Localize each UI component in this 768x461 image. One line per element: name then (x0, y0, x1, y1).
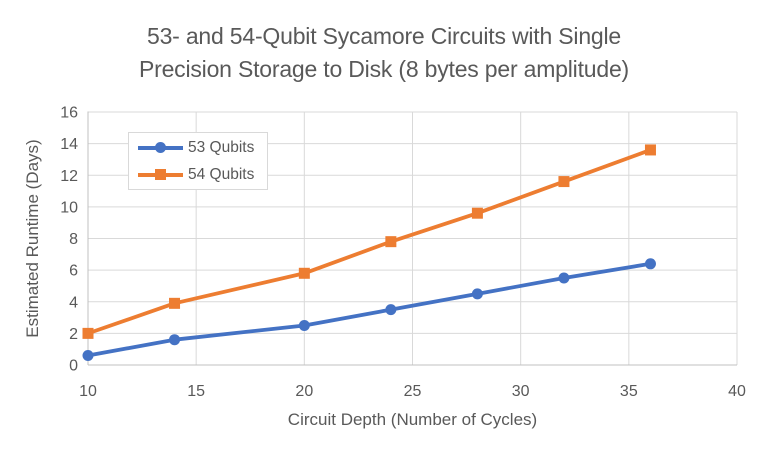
x-tick-label: 10 (79, 383, 97, 400)
chart-title-line2: Precision Storage to Disk (8 bytes per a… (138, 56, 630, 82)
y-tick-label: 12 (60, 168, 78, 185)
data-point-54-qubits (82, 327, 94, 339)
legend-item-53-qubits: 53 Qubits (138, 137, 267, 159)
legend-label-53-qubits: 53 Qubits (188, 138, 255, 156)
data-point-54-qubits (298, 267, 310, 279)
chart-title-line1: 53- and 54-Qubit Sycamore Circuits with … (146, 23, 621, 49)
x-axis-title: Circuit Depth (Number of Cycles) (288, 410, 537, 429)
data-point-54-qubits (558, 176, 570, 188)
data-point-53-qubits (298, 319, 310, 331)
legend-marker-54-qubits-icon (138, 169, 183, 181)
data-point-54-qubits (644, 144, 656, 156)
legend-label-54-qubits: 54 Qubits (188, 165, 255, 183)
legend: 53 Qubits 54 Qubits (128, 132, 268, 190)
x-tick-label: 40 (728, 383, 746, 400)
legend-item-54-qubits: 54 Qubits (138, 164, 267, 186)
y-tick-label: 16 (60, 105, 78, 122)
y-axis-title: Estimated Runtime (Days) (23, 139, 42, 337)
data-point-54-qubits (471, 207, 483, 219)
data-point-53-qubits (169, 334, 181, 346)
x-tick-label: 25 (404, 383, 422, 400)
y-tick-label: 6 (69, 263, 78, 280)
y-tick-label: 8 (69, 231, 78, 248)
y-tick-label: 4 (69, 294, 78, 311)
legend-marker-53-qubits-icon (138, 142, 183, 154)
y-tick-label: 2 (69, 326, 78, 343)
x-tick-label: 15 (187, 383, 205, 400)
data-point-53-qubits (558, 272, 570, 284)
y-tick-label: 14 (60, 136, 78, 153)
square-marker-icon (155, 169, 166, 180)
x-tick-label: 35 (620, 383, 638, 400)
data-point-53-qubits (471, 288, 483, 300)
circle-marker-icon (155, 142, 166, 153)
y-tick-label: 10 (60, 199, 78, 216)
data-point-53-qubits (644, 258, 656, 270)
data-point-54-qubits (169, 297, 181, 309)
data-point-53-qubits (82, 350, 94, 362)
x-tick-label: 20 (295, 383, 313, 400)
x-tick-label: 30 (512, 383, 530, 400)
chart-title: 53- and 54-Qubit Sycamore Circuits with … (0, 20, 768, 86)
data-point-53-qubits (385, 304, 397, 316)
y-tick-label: 0 (69, 358, 78, 375)
data-point-54-qubits (385, 236, 397, 248)
